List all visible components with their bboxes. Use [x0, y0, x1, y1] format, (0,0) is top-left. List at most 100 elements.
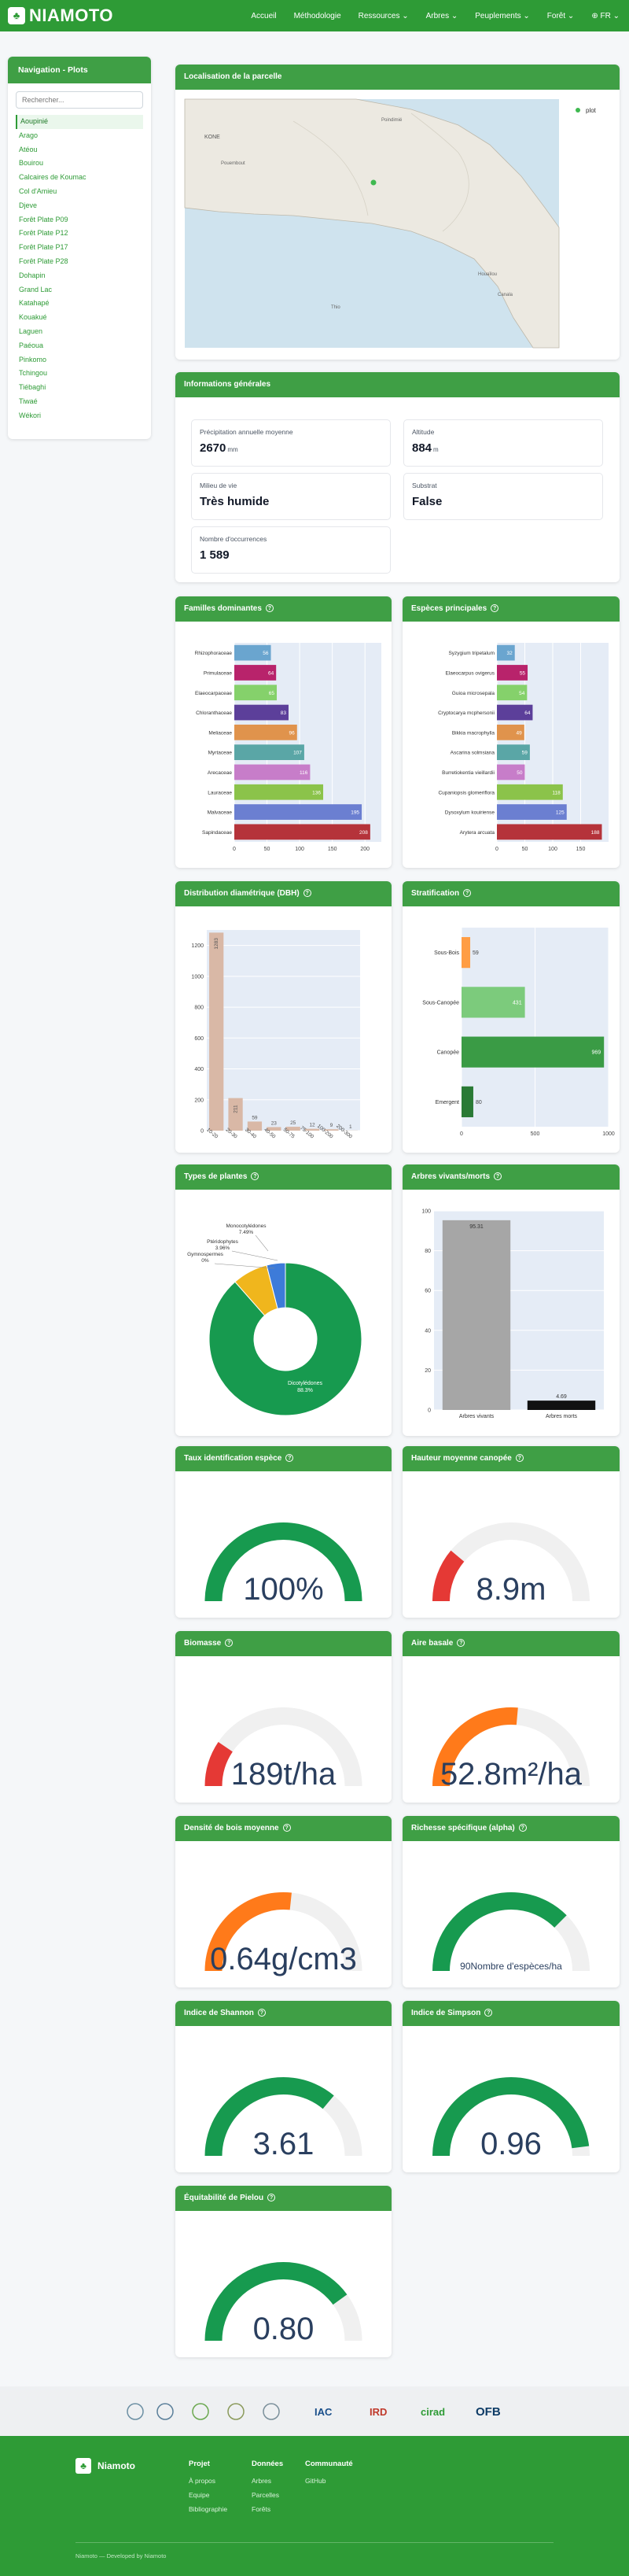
gauge-value: 3.61	[253, 2127, 314, 2161]
info-icon[interactable]: ?	[494, 1172, 502, 1180]
category-label: Chloranthaceae	[196, 710, 232, 716]
nav-peuplements[interactable]: Peuplements ⌄	[475, 12, 530, 20]
footer-link-github[interactable]: GitHub	[305, 2477, 326, 2485]
brand-logo[interactable]: ♣ NIAMOTO	[8, 6, 113, 26]
sidebar-item[interactable]: Tiébaghi	[19, 383, 46, 392]
nav-foret[interactable]: Forêt ⌄	[547, 12, 575, 20]
map-road	[292, 120, 369, 216]
data-label: 12	[309, 1123, 315, 1128]
info-icon[interactable]: ?	[457, 1639, 465, 1647]
altitude-box: Altitude 884 m	[403, 419, 603, 467]
sidebar-item[interactable]: Grand Lac	[19, 285, 53, 293]
footer-link-forets[interactable]: Forêts	[252, 2505, 271, 2513]
partner-logos: IAC IRD cirad OFB	[0, 2386, 629, 2436]
bar	[234, 804, 362, 820]
sidebar-item[interactable]: Laguen	[19, 327, 43, 335]
info-icon[interactable]: ?	[303, 889, 311, 897]
data-label: 64	[524, 710, 531, 716]
footer-communaute-title: Communauté	[305, 2460, 353, 2468]
footer-projet-title: Projet	[189, 2460, 210, 2468]
data-label: 107	[293, 751, 302, 756]
nav-methodologie[interactable]: Méthodologie	[293, 11, 341, 20]
sidebar-item[interactable]: Aoupinié	[16, 115, 143, 129]
nav-ressources[interactable]: Ressources ⌄	[359, 12, 409, 20]
simpson-title-text: Indice de Simpson	[411, 2009, 481, 2017]
bar	[497, 685, 528, 701]
y-tick-label: 100	[421, 1209, 431, 1215]
sidebar-item[interactable]: Djeve	[19, 201, 38, 209]
sidebar-item[interactable]: Forêt Plate P28	[19, 256, 68, 265]
sidebar-item[interactable]: Tchingou	[19, 369, 48, 378]
data-label: 83	[281, 710, 287, 716]
data-label: 49	[517, 730, 523, 736]
info-icon[interactable]: ?	[267, 2194, 276, 2201]
info-icon[interactable]: ?	[225, 1639, 234, 1647]
y-tick-label: 600	[194, 1036, 204, 1042]
info-icon[interactable]: ?	[285, 1454, 294, 1462]
info-icon[interactable]: ?	[265, 604, 274, 612]
info-icon[interactable]: ?	[518, 1824, 527, 1832]
category-label: Sous-Bois	[434, 950, 459, 956]
category-label: Sous-Canopée	[422, 1000, 459, 1006]
bar	[228, 1098, 243, 1131]
nav-peuplements-label: Peuplements	[475, 11, 521, 20]
sidebar-item[interactable]: Dohapin	[19, 271, 46, 279]
footer-logo[interactable]: ♣ Niamoto	[75, 2458, 135, 2474]
map-road	[410, 113, 469, 232]
info-icon[interactable]: ?	[515, 1454, 524, 1462]
sidebar-item[interactable]: Bouirou	[19, 159, 44, 168]
sidebar-item[interactable]: Paéoua	[19, 341, 44, 349]
x-tick-label: 100	[548, 847, 557, 852]
info-icon[interactable]: ?	[491, 604, 499, 612]
partner-logo-iac: IAC	[314, 2406, 333, 2418]
sidebar-item[interactable]: Forêt Plate P09	[19, 215, 68, 223]
data-label: 54	[519, 691, 525, 696]
nav-accueil[interactable]: Accueil	[251, 11, 277, 20]
sidebar-item[interactable]: Wékori	[19, 411, 42, 419]
footer-link-bibliographie[interactable]: Bibliographie	[189, 2505, 228, 2513]
sidebar-item[interactable]: Pinkomo	[19, 355, 47, 364]
nav-arbres[interactable]: Arbres ⌄	[426, 12, 458, 20]
gauge-fill	[432, 1550, 465, 1601]
dbh-card: Distribution diamétrique (DBH)? 0 200 400 6…	[175, 881, 392, 1153]
data-label: 116	[300, 770, 308, 776]
plot-map[interactable]: KONE Pouembout Poindimié Houaïlou Canala…	[175, 90, 620, 360]
sidebar-item[interactable]: Col d'Amieu	[19, 186, 57, 195]
sidebar-item[interactable]: Arago	[19, 131, 39, 139]
hauteur-title: Hauteur moyenne canopée?	[403, 1446, 620, 1471]
sidebar-item[interactable]: Forêt Plate P12	[19, 229, 68, 238]
sidebar-search-input[interactable]	[16, 91, 143, 109]
language-selector[interactable]: ⊕ FR ⌄	[591, 12, 620, 20]
info-icon[interactable]: ?	[257, 2009, 266, 2017]
gauge-value: 189t/ha	[231, 1757, 337, 1792]
category-label: Arytera arcuata	[460, 830, 495, 836]
x-tick-label: 500	[531, 1131, 540, 1137]
plot-marker[interactable]	[370, 179, 377, 186]
gauge-value: 0.80	[253, 2312, 314, 2346]
sidebar-item[interactable]: Katahapé	[19, 299, 50, 308]
footer-link-equipe[interactable]: Equipe	[189, 2491, 210, 2499]
sidebar-item[interactable]: Tiwaé	[19, 397, 38, 405]
footer-link-parcelles[interactable]: Parcelles	[252, 2491, 279, 2499]
info-icon[interactable]: ?	[251, 1172, 259, 1180]
info-icon[interactable]: ?	[463, 889, 472, 897]
info-icon[interactable]: ?	[282, 1824, 291, 1832]
map-label-thio: Thio	[331, 305, 340, 310]
footer-link-arbres[interactable]: Arbres	[252, 2477, 272, 2485]
types-card: Types de plantes? Dicotylédones 88.3% Mono…	[175, 1164, 392, 1436]
gauge-fill	[204, 2262, 348, 2341]
partner-logos-strip: IAC IRD cirad OFB	[127, 2403, 501, 2420]
especes-title-text: Espèces principales	[411, 604, 487, 613]
sidebar-item[interactable]: Forêt Plate P17	[19, 243, 68, 252]
y-tick-label: 40	[425, 1328, 431, 1334]
sidebar-item[interactable]: Kouakué	[19, 313, 47, 322]
sidebar-item[interactable]: Calcaires de Koumac	[19, 173, 86, 182]
milieu-box: Milieu de vie Très humide	[191, 473, 391, 520]
footer-link-apropos[interactable]: À propos	[189, 2477, 216, 2485]
data-label: 59	[473, 950, 479, 956]
airebasale-title-text: Aire basale	[411, 1639, 454, 1648]
sidebar-item[interactable]: Atéou	[19, 145, 38, 153]
chevron-down-icon: ⌄	[567, 11, 575, 20]
info-icon[interactable]: ?	[484, 2009, 493, 2017]
vivants-title: Arbres vivants/morts?	[403, 1164, 620, 1190]
